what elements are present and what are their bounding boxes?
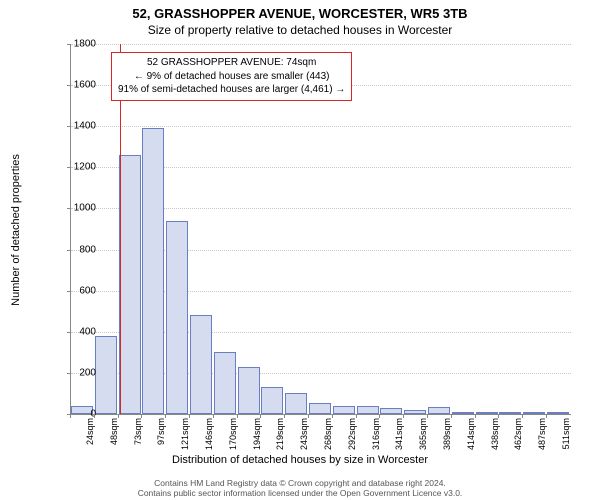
histogram-bar <box>166 221 188 414</box>
x-tick-label: 48sqm <box>109 418 119 458</box>
histogram-bar <box>285 393 307 414</box>
info-box-line1: 52 GRASSHOPPER AVENUE: 74sqm <box>118 56 345 70</box>
histogram-bar <box>190 315 212 414</box>
plot-area: 52 GRASSHOPPER AVENUE: 74sqm ← 9% of det… <box>70 44 571 415</box>
footer: Contains HM Land Registry data © Crown c… <box>0 478 600 498</box>
histogram-bar <box>119 155 141 414</box>
x-tick-mark <box>260 414 261 418</box>
histogram-bar <box>142 128 164 414</box>
y-tick-label: 800 <box>36 244 96 255</box>
y-tick-label: 1600 <box>36 80 96 91</box>
chart-title: 52, GRASSHOPPER AVENUE, WORCESTER, WR5 3… <box>0 0 600 21</box>
histogram-bar <box>428 407 450 414</box>
histogram-bar <box>214 352 236 414</box>
x-tick-mark <box>189 414 190 418</box>
histogram-bar <box>380 408 402 414</box>
histogram-bar <box>261 387 283 414</box>
histogram-bar <box>309 403 331 414</box>
x-tick-label: 97sqm <box>156 418 166 458</box>
x-tick-label: 316sqm <box>371 418 381 458</box>
y-tick-label: 1800 <box>36 39 96 50</box>
x-tick-label: 389sqm <box>442 418 452 458</box>
x-tick-mark <box>70 414 71 418</box>
y-axis-label: Number of detached properties <box>10 154 22 306</box>
footer-line1: Contains HM Land Registry data © Crown c… <box>0 478 600 488</box>
x-tick-label: 511sqm <box>561 418 571 458</box>
y-tick-label: 400 <box>36 326 96 337</box>
x-tick-label: 194sqm <box>252 418 262 458</box>
info-box-line2: ← 9% of detached houses are smaller (443… <box>118 70 345 84</box>
x-tick-label: 146sqm <box>204 418 214 458</box>
x-tick-mark <box>522 414 523 418</box>
x-tick-label: 170sqm <box>228 418 238 458</box>
histogram-bar <box>499 412 521 414</box>
histogram-bar <box>404 410 426 414</box>
x-tick-mark <box>332 414 333 418</box>
x-tick-label: 268sqm <box>323 418 333 458</box>
grid-line <box>71 44 571 45</box>
grid-line <box>71 126 571 127</box>
y-tick-label: 200 <box>36 367 96 378</box>
histogram-bar <box>523 412 545 414</box>
x-tick-label: 487sqm <box>537 418 547 458</box>
chart-subtitle: Size of property relative to detached ho… <box>0 21 600 37</box>
x-tick-mark <box>284 414 285 418</box>
info-box-line3: 91% of semi-detached houses are larger (… <box>118 83 345 97</box>
x-tick-mark <box>141 414 142 418</box>
x-tick-label: 462sqm <box>513 418 523 458</box>
histogram-bar <box>452 412 474 414</box>
x-tick-label: 243sqm <box>299 418 309 458</box>
x-tick-mark <box>403 414 404 418</box>
histogram-bar <box>547 412 569 414</box>
x-tick-mark <box>498 414 499 418</box>
footer-line2: Contains public sector information licen… <box>0 488 600 498</box>
x-tick-mark <box>379 414 380 418</box>
info-box: 52 GRASSHOPPER AVENUE: 74sqm ← 9% of det… <box>111 52 352 101</box>
histogram-bar <box>357 406 379 414</box>
x-tick-mark <box>213 414 214 418</box>
x-tick-mark <box>546 414 547 418</box>
x-tick-mark <box>237 414 238 418</box>
x-tick-label: 219sqm <box>275 418 285 458</box>
y-tick-label: 1400 <box>36 121 96 132</box>
chart-container: 52, GRASSHOPPER AVENUE, WORCESTER, WR5 3… <box>0 0 600 500</box>
y-tick-label: 1000 <box>36 203 96 214</box>
x-tick-label: 73sqm <box>133 418 143 458</box>
x-tick-mark <box>165 414 166 418</box>
x-tick-mark <box>118 414 119 418</box>
x-tick-mark <box>94 414 95 418</box>
x-tick-label: 414sqm <box>466 418 476 458</box>
x-tick-label: 24sqm <box>85 418 95 458</box>
x-tick-label: 341sqm <box>394 418 404 458</box>
x-tick-mark <box>475 414 476 418</box>
x-tick-mark <box>427 414 428 418</box>
histogram-bar <box>476 412 498 414</box>
x-tick-label: 438sqm <box>490 418 500 458</box>
x-tick-label: 121sqm <box>180 418 190 458</box>
y-tick-label: 600 <box>36 285 96 296</box>
x-tick-mark <box>451 414 452 418</box>
x-tick-mark <box>308 414 309 418</box>
histogram-bar <box>238 367 260 414</box>
x-tick-label: 292sqm <box>347 418 357 458</box>
histogram-bar <box>333 406 355 414</box>
x-tick-label: 365sqm <box>418 418 428 458</box>
histogram-bar <box>95 336 117 414</box>
x-tick-mark <box>356 414 357 418</box>
y-tick-label: 1200 <box>36 162 96 173</box>
